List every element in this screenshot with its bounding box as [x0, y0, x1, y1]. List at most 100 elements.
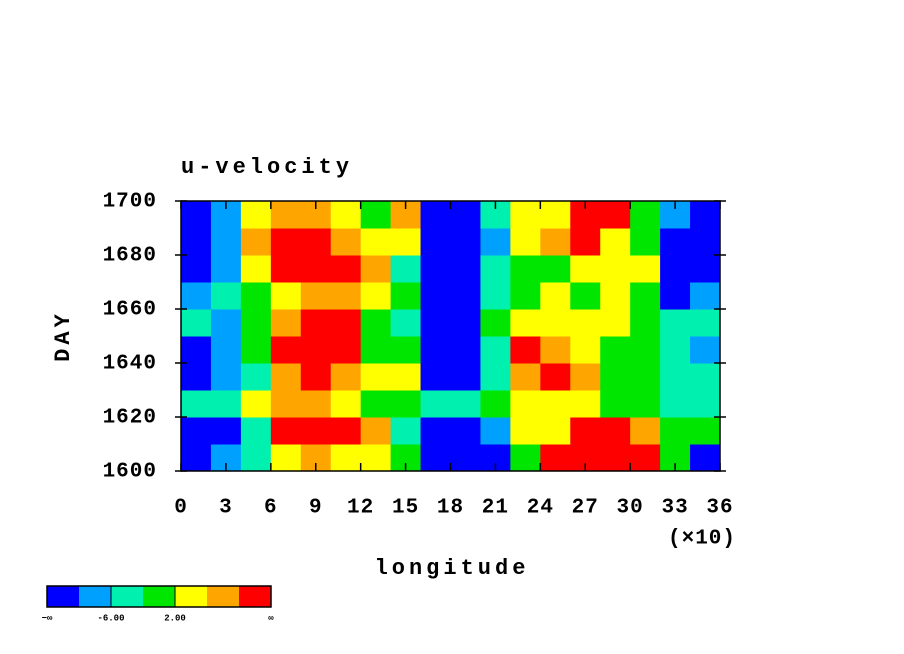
heat-cell	[690, 417, 721, 445]
heat-cell	[181, 363, 212, 391]
heat-cell	[480, 417, 511, 445]
heat-cell	[690, 309, 721, 337]
heat-cell	[420, 390, 451, 418]
heat-cell	[240, 417, 272, 445]
heat-cell	[240, 444, 272, 472]
heat-cell	[181, 390, 212, 418]
heat-cell	[360, 201, 392, 229]
heat-cell	[630, 309, 661, 337]
colorbar-label: −∞	[42, 613, 53, 623]
heat-cell	[540, 309, 571, 337]
heat-cell	[210, 417, 242, 445]
heat-cell	[690, 363, 721, 391]
heat-cell	[210, 336, 242, 364]
y-tick-label: 1600	[103, 461, 157, 484]
heat-cell	[660, 417, 691, 445]
colorbar-swatch	[207, 586, 239, 607]
heat-cell	[540, 282, 571, 310]
heat-cell	[600, 336, 631, 364]
heat-cell	[450, 309, 481, 337]
heat-cell	[540, 444, 571, 472]
colorbar-label: 2.00	[164, 613, 186, 623]
x-tick-label: 27	[572, 497, 599, 520]
heat-cell	[420, 309, 451, 337]
heat-cell	[630, 363, 661, 391]
heat-cell	[210, 309, 242, 337]
heat-cell	[270, 255, 302, 283]
heat-cell	[330, 309, 362, 337]
heat-cell	[630, 336, 661, 364]
heat-cell	[300, 363, 332, 391]
heat-cell	[630, 201, 661, 229]
heat-cell	[270, 309, 302, 337]
y-tick-label: 1640	[103, 353, 157, 376]
heat-cell	[660, 228, 691, 256]
y-tick-label: 1660	[103, 299, 157, 322]
heat-cell	[510, 417, 541, 445]
heat-cell	[270, 201, 302, 229]
heat-cell	[690, 201, 721, 229]
heat-cell	[540, 255, 571, 283]
heat-cell	[540, 363, 571, 391]
heat-cell	[300, 336, 332, 364]
heat-cell	[390, 417, 422, 445]
heat-cell	[630, 444, 661, 472]
colorbar-frame	[46, 585, 272, 608]
heat-cell	[270, 444, 302, 472]
x-axis-label: longitude	[375, 556, 530, 581]
x-tick-label: 12	[347, 497, 374, 520]
heat-cell	[240, 390, 272, 418]
heat-cell	[240, 201, 272, 229]
heat-cell	[660, 255, 691, 283]
heat-cell	[330, 444, 362, 472]
heat-cell	[330, 201, 362, 229]
heat-cell	[690, 255, 721, 283]
heat-cell	[360, 363, 392, 391]
heat-cell	[450, 282, 481, 310]
heat-cell	[300, 255, 332, 283]
heat-cell	[540, 390, 571, 418]
heat-cell	[390, 309, 422, 337]
heat-cell	[210, 390, 242, 418]
heat-cell	[210, 282, 242, 310]
heat-cell	[480, 390, 511, 418]
x-tick-label: 21	[482, 497, 509, 520]
heat-cell	[600, 390, 631, 418]
heat-cell	[660, 336, 691, 364]
heat-cell	[570, 228, 601, 256]
heat-cell	[181, 282, 212, 310]
heat-cell	[540, 336, 571, 364]
x-tick-label: 18	[437, 497, 464, 520]
heat-cell	[540, 228, 571, 256]
heat-cell	[660, 309, 691, 337]
x-tick-label: 15	[392, 497, 419, 520]
x-tick-label: 0	[174, 497, 188, 520]
heat-cell	[181, 255, 212, 283]
heat-cell	[300, 309, 332, 337]
heat-cell	[270, 228, 302, 256]
heat-cell	[570, 282, 601, 310]
heat-cell	[510, 390, 541, 418]
heat-cell	[600, 363, 631, 391]
y-tick-label: 1620	[103, 407, 157, 430]
heat-cell	[270, 336, 302, 364]
heat-cell	[570, 390, 601, 418]
x-multiplier: (×10)	[668, 528, 736, 551]
heat-cell	[510, 255, 541, 283]
heat-cell	[300, 417, 332, 445]
heat-cell	[540, 417, 571, 445]
heat-cell	[390, 390, 422, 418]
heat-cell	[420, 444, 451, 472]
heat-cell	[510, 228, 541, 256]
heat-cell	[690, 390, 721, 418]
heat-cell	[270, 363, 302, 391]
heat-cell	[210, 363, 242, 391]
heat-cell	[420, 417, 451, 445]
heat-cell	[330, 390, 362, 418]
heat-cell	[210, 228, 242, 256]
heat-cell	[240, 363, 272, 391]
heat-cell	[450, 390, 481, 418]
heat-cell	[510, 363, 541, 391]
heat-cell	[360, 282, 392, 310]
